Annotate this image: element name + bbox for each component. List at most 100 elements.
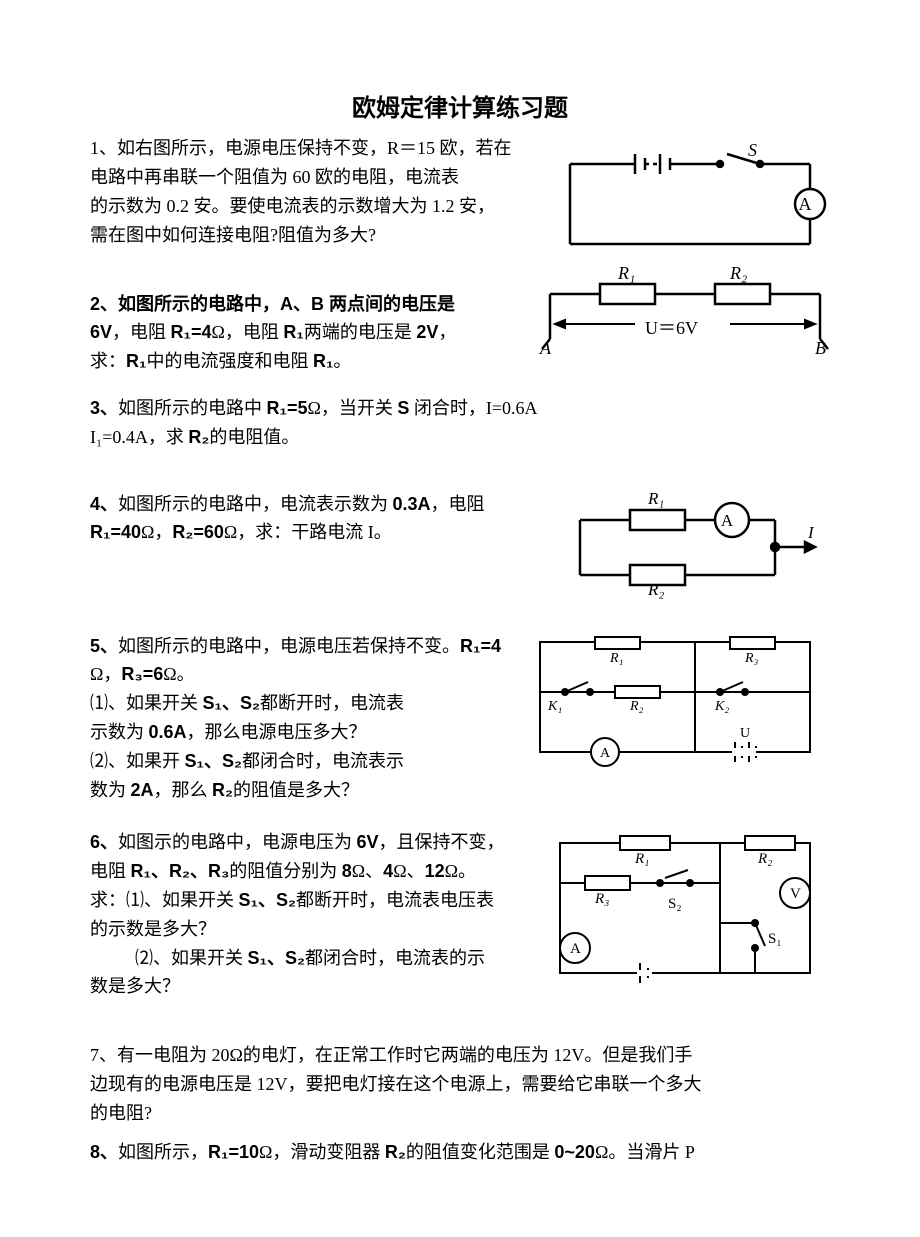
p4-1c: 0.3A	[393, 494, 431, 514]
p4-1a: 4、	[90, 494, 118, 514]
p4-2c: R₂=60	[172, 522, 224, 542]
p6-2f: 4	[383, 861, 393, 881]
p2-2e: R₁	[283, 322, 303, 342]
p2-2g: 2V	[416, 322, 438, 342]
p4-2b: Ω，	[141, 522, 172, 542]
problem-5: R₁ R₃ R₂ K₁ K₂ U A 5、如图所示的电路中，电源电压若保持不变。…	[90, 632, 830, 805]
problem-7: 7、有一电阻为 20Ω的电灯，在正常工作时它两端的电压为 12V。但是我们手 边…	[90, 1041, 830, 1127]
p3-2c: R₂	[188, 427, 209, 447]
svg-text:R₁: R₁	[647, 490, 664, 508]
p5-1b: 如图所示的电路中，电源电压若保持不变。	[118, 636, 460, 656]
p1-l2: 电路中再串联一个阻值为 60 欧的电阻，电流表	[90, 167, 459, 187]
p6-1a: 6、	[90, 832, 118, 852]
svg-text:R₂: R₂	[629, 699, 644, 714]
p2-3c: 中的电流强度和电阻	[146, 351, 313, 371]
p6-3a: 求：⑴、如果开关	[90, 890, 239, 910]
p5-1c: R₁=4	[460, 636, 501, 656]
svg-text:R₁: R₁	[617, 263, 635, 283]
p2-3d: R₁	[313, 351, 333, 371]
p2-2a: 6V	[90, 322, 112, 342]
p6-2b: R₁、R₂、R₃	[131, 861, 230, 881]
svg-text:R₂: R₂	[757, 851, 772, 867]
p6-3b: S₁、S₂	[239, 890, 296, 910]
p8-1d: Ω，滑动变阻器	[259, 1142, 385, 1162]
svg-text:R₂: R₂	[647, 580, 664, 599]
svg-text:R₁: R₁	[634, 851, 649, 867]
p5-5c: 都闭合时，电流表示	[242, 751, 404, 771]
p6-1d: ，且保持不变，	[379, 832, 505, 852]
p3-2b: ，求	[148, 427, 189, 447]
svg-text:A: A	[539, 338, 552, 354]
p2-3b: R₁	[126, 351, 146, 371]
problem-1: 1、如右图所示，电源电压保持不变，R＝15 欧，若在 电路中再串联一个阻值为 6…	[90, 134, 522, 249]
p3-1b: 如图所示的电路中	[118, 398, 267, 418]
p5-6e: 的阻值是多大？	[233, 780, 359, 800]
p6-4: 的示数是多大？	[90, 919, 216, 939]
problem-4: R₁ R₂ A I 4、如图所示的电路中，电流表示数为 0.3A，电阻 R₁=4…	[90, 490, 830, 604]
p3-1e: S	[397, 398, 409, 418]
p7-2: 边现有的电源电压是 12V，要把电灯接在这个电源上，需要给它串联一个多大	[90, 1074, 702, 1094]
page-title: 欧姆定律计算练习题	[90, 90, 830, 128]
p1-l4: 需在图中如何连接电阻?阻值为多大?	[90, 225, 376, 245]
p6-2c: 的阻值分别为	[229, 861, 342, 881]
figure-6: R₁ R₂ R₃ S₂ S₁ V A	[540, 828, 830, 988]
p8-1g: 0~20	[554, 1142, 595, 1162]
p8-1e: R₂	[385, 1142, 406, 1162]
p2-2d: Ω，电阻	[212, 322, 284, 342]
problem-8: 8、如图所示，R₁=10Ω，滑动变阻器 R₂的阻值变化范围是 0~20Ω。当滑片…	[90, 1138, 830, 1167]
svg-text:S₁: S₁	[768, 931, 782, 947]
p6-2h: 12	[425, 861, 445, 881]
p5-2b: R₃=6	[121, 664, 163, 684]
problem-2: 2、如图所示的电路中，A、B 两点间的电压是 6V，电阻 R₁=4Ω，电阻 R₁…	[90, 290, 522, 376]
p8-1a: 8、	[90, 1142, 118, 1162]
svg-text:I: I	[807, 523, 815, 542]
p5-6c: ，那么	[154, 780, 213, 800]
p2-2c: R₁=4	[171, 322, 212, 342]
svg-text:A: A	[570, 941, 581, 957]
p3-1a: 3、	[90, 398, 118, 418]
svg-text:A: A	[721, 511, 734, 530]
p2-num: 2、	[90, 294, 118, 314]
p2-2h: ，	[438, 322, 456, 342]
p5-4b: 0.6A	[149, 722, 187, 742]
p4-1b: 如图所示的电路中，电流表示数为	[118, 494, 393, 514]
p8-1f: 的阻值变化范围是	[406, 1142, 555, 1162]
p5-6d: R₂	[212, 780, 233, 800]
p5-6b: 2A	[131, 780, 154, 800]
svg-text:U＝6V: U＝6V	[645, 318, 698, 338]
p6-1b: 如图示的电路中，电源电压为	[118, 832, 357, 852]
p6-6: 数是多大？	[90, 976, 180, 996]
p1-l3: 的示数为 0.2 安。要使电流表的示数增大为 1.2 安，	[90, 196, 495, 216]
p3-1d: Ω，当开关	[307, 398, 397, 418]
p5-4c: ，那么电源电压多大？	[187, 722, 367, 742]
p3-1f: 闭合时，	[409, 398, 486, 418]
p3-2a: I₁=0.4A	[90, 427, 148, 447]
p5-3a: ⑴、如果开关	[90, 693, 203, 713]
p2-2b: ，电阻	[112, 322, 171, 342]
p6-1c: 6V	[357, 832, 379, 852]
p2-3a: 求：	[90, 351, 126, 371]
svg-text:R₂: R₂	[729, 263, 747, 283]
p5-3c: 都断开时，电流表	[260, 693, 404, 713]
p5-6a: 数为	[90, 780, 131, 800]
p2-l1: 如图所示的电路中，A、B 两点间的电压是	[118, 294, 455, 314]
svg-text:A: A	[600, 746, 611, 761]
p5-5a: ⑵、如果开	[90, 751, 185, 771]
svg-text:U: U	[740, 726, 750, 741]
p1-l1: 1、如右图所示，电源电压保持不变，R＝15 欧，若在	[90, 138, 512, 158]
p3-2d: 的电阻值。	[209, 427, 299, 447]
p4-1d: ，电阻	[431, 494, 485, 514]
p6-5a: ⑵、如果开关	[135, 948, 248, 968]
p6-5c: 都闭合时，电流表的示	[305, 948, 485, 968]
p6-2i: Ω。	[445, 861, 476, 881]
figure-4: R₁ R₂ A I	[560, 490, 830, 600]
p6-2g: Ω、	[393, 861, 424, 881]
p4-2a: R₁=40	[90, 522, 141, 542]
p6-5b: S₁、S₂	[248, 948, 305, 968]
p6-2a: 电阻	[90, 861, 131, 881]
p4-2d: Ω，求：干路电流 I。	[224, 522, 392, 542]
p6-3c: 都断开时，电流表电压表	[296, 890, 494, 910]
p3-1g: I=0.6A	[486, 398, 538, 418]
p5-3b: S₁、S₂	[203, 693, 260, 713]
svg-text:R₃: R₃	[594, 891, 609, 907]
